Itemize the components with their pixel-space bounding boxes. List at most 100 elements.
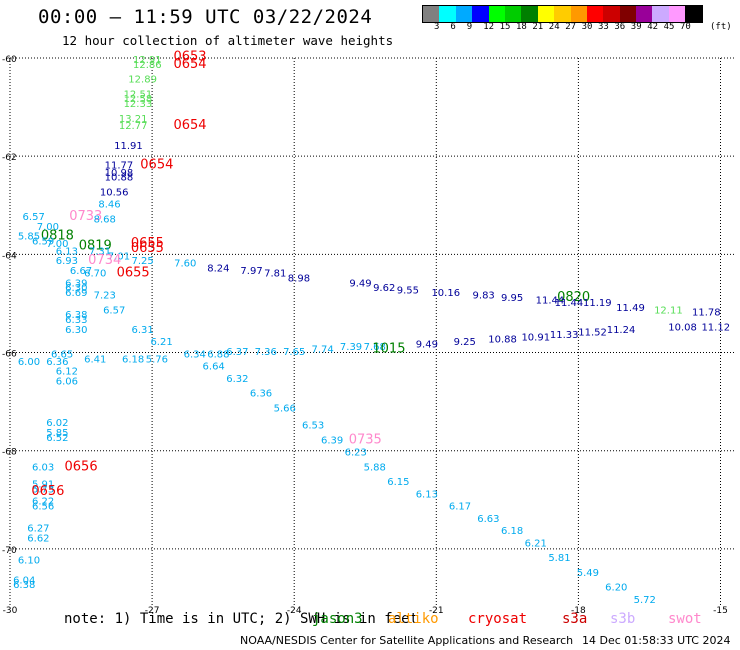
wave-height-label: 11.24 (607, 325, 636, 336)
wave-height-label: 6.36 (250, 389, 272, 400)
wave-height-label: 9.25 (454, 337, 476, 348)
wave-height-label: 6.41 (84, 354, 106, 365)
wave-height-label: 12.86 (133, 60, 162, 71)
wave-height-label: 6.33 (65, 315, 87, 326)
wave-height-label: 8.46 (98, 200, 120, 211)
footer-org: NOAA/NESDIS Center for Satellite Applica… (240, 634, 574, 647)
wave-height-label: 11.44 (536, 295, 565, 306)
wave-height-label: 6.39 (65, 278, 87, 289)
wave-height-label: 7.68 (364, 342, 386, 353)
wave-height-label: 7.23 (94, 291, 116, 302)
longitude-label: -18 (571, 606, 586, 616)
wave-height-label: 6.65 (51, 349, 73, 360)
color-scale-label: 6 (450, 22, 456, 32)
color-swatch (537, 6, 555, 22)
wave-height-label: 5.85 (18, 232, 40, 243)
wave-height-label: 6.64 (203, 362, 225, 373)
color-scale-label: (ft) (710, 22, 732, 32)
note-text: note: 1) Time is in UTC; 2) SWH is in fe… (64, 611, 419, 627)
color-scale-bar (422, 5, 703, 23)
wave-height-label: 6.06 (56, 376, 78, 387)
wave-height-label: 9.62 (373, 283, 395, 294)
page-title: 00:00 – 11:59 UTC 03/22/2024 (38, 6, 373, 28)
wave-height-label: 6.03 (32, 462, 54, 473)
wave-height-label: 6.32 (226, 374, 248, 385)
wave-height-label: 6.69 (65, 288, 87, 299)
wave-height-label: 9.49 (349, 278, 371, 289)
wave-height-label: 10.08 (668, 322, 697, 333)
wave-height-label: 11.77 (105, 160, 134, 171)
wave-height-label: 12.51 (124, 89, 153, 100)
pass-time-label: 0654 (173, 118, 206, 133)
wave-height-label: 6.13 (56, 246, 78, 257)
latitude-label: -60 (2, 55, 17, 65)
pass-time-label: 0654 (140, 157, 173, 172)
pass-time-label: 0733 (69, 209, 102, 224)
pass-time-label: 0819 (79, 238, 112, 253)
color-swatch (423, 6, 440, 22)
wave-height-label: 11.78 (692, 308, 721, 319)
wave-height-label: 6.93 (56, 256, 78, 267)
color-swatch (472, 6, 489, 22)
wave-height-label: 10.56 (100, 187, 129, 198)
wave-height-label: 10.91 (521, 332, 550, 343)
wave-height-label: 7.31 (89, 246, 111, 257)
color-swatch (685, 6, 702, 22)
wave-height-label: 6.57 (103, 305, 125, 316)
longitude-label: -27 (145, 606, 160, 616)
color-scale-label: 18 (516, 22, 527, 32)
wave-height-label: 5.91 (32, 480, 54, 491)
wave-height-label: 5.66 (274, 403, 296, 414)
color-swatch (521, 6, 538, 22)
wave-height-label: 7.36 (255, 347, 277, 358)
wave-height-label: 5.49 (577, 568, 599, 579)
wave-height-label: 12.89 (128, 75, 157, 86)
wave-height-label: 7.25 (131, 256, 153, 267)
wave-height-label: 6.30 (65, 325, 87, 336)
color-swatch (652, 6, 669, 22)
footer-timestamp: 14 Dec 01:58:33 UTC 2024 (582, 634, 731, 647)
color-scale-label: 70 (680, 22, 691, 32)
legend-s3b: s3b (610, 611, 636, 627)
wave-height-label: 11.12 (701, 322, 730, 333)
color-swatch (603, 6, 620, 22)
wave-height-label: 6.15 (387, 477, 409, 488)
latitude-label: -62 (2, 153, 17, 163)
color-swatch (504, 6, 522, 22)
wave-height-label: 6.27 (27, 524, 49, 535)
longitude-label: -30 (3, 606, 18, 616)
wave-height-label: 6.13 (416, 489, 438, 500)
wave-height-label: 10.88 (105, 173, 134, 184)
wave-height-label: 6.56 (32, 502, 54, 513)
wave-height-label: 7.39 (340, 342, 362, 353)
color-scale-label: 36 (614, 22, 626, 32)
color-scale-label: 45 (663, 22, 675, 32)
wave-height-label: 8.98 (288, 273, 310, 284)
wave-height-label: 5.88 (364, 462, 386, 473)
color-swatch (586, 6, 604, 22)
wave-height-label: 11.52 (578, 327, 607, 338)
color-scale-label: 33 (598, 22, 609, 32)
wave-height-label: 6.67 (70, 266, 92, 277)
wave-height-label: 8.24 (207, 264, 229, 275)
longitude-label: -15 (713, 606, 728, 616)
wave-height-label: 11.91 (114, 141, 143, 152)
wave-height-label: 7.74 (311, 345, 333, 356)
pass-time-label: 0820 (557, 290, 590, 305)
color-swatch (636, 6, 653, 22)
color-swatch (570, 6, 587, 22)
color-scale-labels: 3 6 9 12 15 18 21 24 27 30 33 36 39 42 45 70 (ft) (422, 22, 740, 34)
wave-height-label: 6.21 (150, 337, 172, 348)
wave-height-label: 7.00 (46, 239, 68, 250)
latitude-label: -68 (2, 448, 17, 458)
wave-height-label: 6.62 (27, 534, 49, 545)
wave-height-label: 7.65 (283, 347, 305, 358)
wave-height-label: 9.83 (473, 291, 495, 302)
color-swatch (619, 6, 637, 22)
color-swatch (668, 6, 686, 22)
wave-height-label: 10.98 (105, 168, 134, 179)
color-scale-label: 21 (532, 22, 544, 32)
wave-height-label: 10.16 (431, 288, 460, 299)
latitude-label: -66 (2, 350, 17, 360)
